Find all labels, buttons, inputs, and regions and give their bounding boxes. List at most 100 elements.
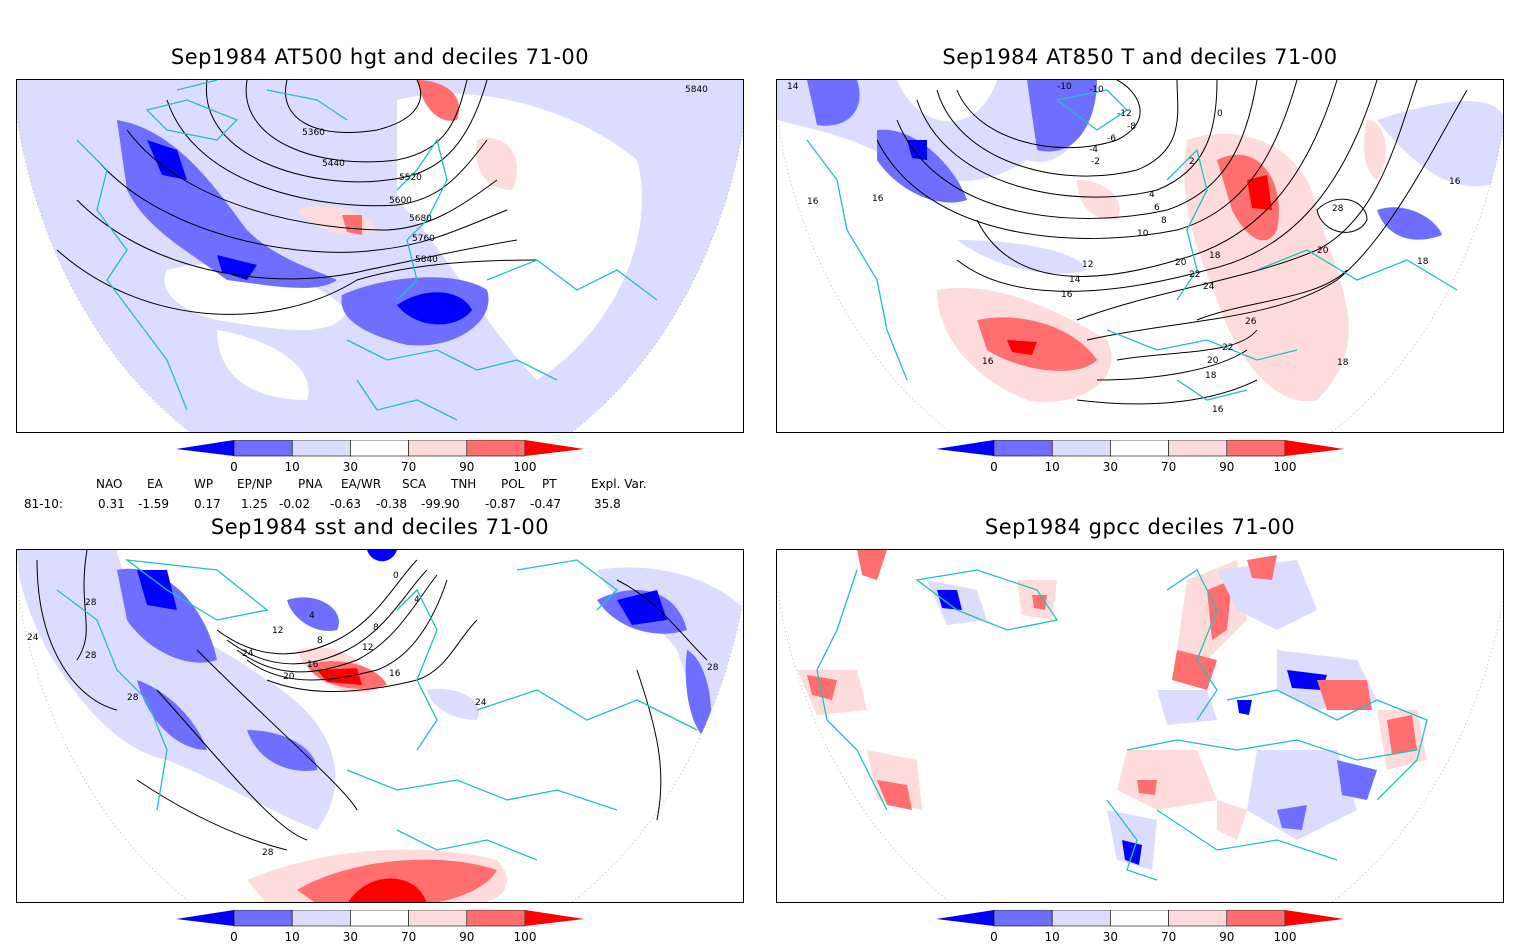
colorbar-tick-label: 90 bbox=[1219, 460, 1235, 474]
colorbar-arrow-high bbox=[1285, 440, 1344, 456]
colorbar-tick-label: 70 bbox=[1160, 930, 1177, 944]
colorbar-tick-label: 70 bbox=[400, 930, 417, 944]
contour-label: -10 bbox=[1057, 82, 1072, 92]
contour-label: 8 bbox=[317, 636, 323, 646]
index-row-label: 81-10: bbox=[24, 497, 63, 511]
colorbar-segment bbox=[1051, 440, 1111, 457]
contour-label: 28 bbox=[85, 651, 97, 661]
colorbar-segment bbox=[466, 910, 526, 927]
contour-label: 24 bbox=[242, 649, 254, 659]
colorbar-segment bbox=[1168, 910, 1228, 927]
contour-label: 28 bbox=[85, 598, 97, 608]
colorbar-segment bbox=[408, 910, 468, 927]
contour-label: 14 bbox=[787, 82, 799, 92]
contour-label: 4 bbox=[309, 611, 315, 621]
map-gpcc bbox=[777, 550, 1503, 902]
colorbar-tick-label: 30 bbox=[1102, 930, 1119, 944]
colorbar-3: 0 10 30 70 90 100 bbox=[176, 910, 586, 946]
colorbar-segment bbox=[1110, 440, 1169, 457]
colorbar-segment bbox=[233, 910, 293, 927]
index-header: SCA bbox=[402, 477, 427, 491]
contour-label: 5840 bbox=[685, 85, 708, 95]
contour-label: -12 bbox=[1117, 109, 1132, 119]
contour-label: 16 bbox=[389, 669, 401, 679]
colorbar-arrow-low bbox=[176, 910, 234, 926]
contour-label: 16 bbox=[872, 194, 884, 204]
contour-label: -6 bbox=[1107, 134, 1116, 144]
colorbar-tick-label: 10 bbox=[284, 460, 300, 474]
contour-label: 18 bbox=[1337, 358, 1349, 368]
colorbar-arrow-low bbox=[936, 440, 994, 456]
index-header: EA bbox=[147, 477, 163, 491]
map-sst: 28 24 28 28 12 8 4 16 20 24 12 8 4 0 16 … bbox=[17, 550, 743, 902]
colorbar-tick-label: 100 bbox=[1273, 460, 1297, 474]
index-value: 35.8 bbox=[594, 497, 621, 511]
colorbar-2: 0 10 30 70 90 100 bbox=[936, 440, 1346, 476]
colorbar-tick-label: 30 bbox=[342, 930, 359, 944]
contour-label: 22 bbox=[1222, 343, 1233, 353]
contour-label: 12 bbox=[1082, 260, 1093, 270]
colorbar-tick-label: 0 bbox=[230, 930, 238, 944]
colorbar-swatches bbox=[176, 440, 584, 457]
map-panel-850t: 14 -10 -10 -12 -8 -6 -4 -2 0 2 4 6 8 10 … bbox=[776, 79, 1504, 433]
index-header: TNH bbox=[451, 477, 477, 491]
index-header: EP/NP bbox=[237, 477, 273, 491]
colorbar-swatches bbox=[936, 910, 1344, 927]
contour-label: 5360 bbox=[302, 128, 325, 138]
colorbar-tick-label: 70 bbox=[1160, 460, 1177, 474]
coastlines bbox=[816, 569, 1428, 881]
colorbar-segment bbox=[1226, 440, 1286, 457]
index-value: 1.25 bbox=[241, 497, 268, 511]
contour-label: 12 bbox=[272, 626, 283, 636]
colorbar-tick-label: 30 bbox=[1102, 460, 1119, 474]
map-850t: 14 -10 -10 -12 -8 -6 -4 -2 0 2 4 6 8 10 … bbox=[777, 80, 1503, 432]
contour-label: 16 bbox=[807, 197, 819, 207]
contour-label: 16 bbox=[1212, 405, 1224, 415]
panel4-title: Sep1984 gpcc deciles 71-00 bbox=[984, 515, 1296, 539]
colorbar-tick-label: 90 bbox=[459, 460, 475, 474]
colorbar-arrow-high bbox=[525, 440, 584, 456]
colorbar-tick-label: 10 bbox=[284, 930, 300, 944]
colorbar-arrow-high bbox=[525, 910, 584, 926]
colorbar-segment bbox=[233, 440, 293, 457]
contour-label: 5520 bbox=[399, 173, 422, 183]
contour-labels: 28 24 28 28 12 8 4 16 20 24 12 8 4 0 16 … bbox=[27, 571, 719, 858]
precip-shading bbox=[797, 550, 1427, 870]
map-panel-sst: 28 24 28 28 12 8 4 16 20 24 12 8 4 0 16 … bbox=[16, 549, 744, 903]
sst-contours bbox=[36, 550, 708, 851]
panel1-title: Sep1984 AT500 hgt and deciles 71-00 bbox=[170, 45, 590, 69]
contour-label: -10 bbox=[1089, 85, 1104, 95]
map-panel-500hgt: 5360 5440 5520 5600 5680 5760 5840 5840 bbox=[16, 79, 744, 433]
colorbar-segment bbox=[993, 440, 1053, 457]
colorbar-tick-label: 100 bbox=[1273, 930, 1297, 944]
contour-label: 28 bbox=[707, 663, 719, 673]
contour-label: 6 bbox=[1154, 203, 1160, 213]
contour-label: 16 bbox=[307, 660, 319, 670]
index-value: -0.87 bbox=[485, 497, 517, 511]
colorbar-1: 0 10 30 70 90 100 bbox=[176, 440, 586, 476]
index-header: Expl. Var. bbox=[591, 477, 647, 491]
index-value: 0.17 bbox=[194, 497, 221, 511]
contour-label: 0 bbox=[393, 571, 399, 581]
index-header: PNA bbox=[298, 477, 323, 491]
index-value: -0.47 bbox=[530, 497, 562, 511]
contour-label: 20 bbox=[1317, 246, 1329, 256]
panel3-title: Sep1984 sst and deciles 71-00 bbox=[210, 515, 550, 539]
contour-labels: 14 -10 -10 -12 -8 -6 -4 -2 0 2 4 6 8 10 … bbox=[787, 82, 1461, 415]
colorbar-arrow-low bbox=[936, 910, 994, 926]
contour-label: 16 bbox=[982, 357, 994, 367]
contour-label: 10 bbox=[1137, 229, 1149, 239]
panel2-title: Sep1984 AT850 T and deciles 71-00 bbox=[942, 45, 1338, 69]
contour-label: 16 bbox=[1449, 177, 1461, 187]
colorbar-segment bbox=[1110, 910, 1169, 927]
contour-label: -4 bbox=[1089, 145, 1098, 155]
colorbar-tick-label: 90 bbox=[1219, 930, 1235, 944]
contour-label: -8 bbox=[1127, 122, 1136, 132]
colorbar-segment bbox=[1168, 440, 1228, 457]
index-header: NAO bbox=[96, 477, 123, 491]
coastlines bbox=[76, 80, 658, 421]
colorbar-tick-label: 100 bbox=[513, 460, 537, 474]
colorbar-segment bbox=[1226, 910, 1286, 927]
map-500hgt: 5360 5440 5520 5600 5680 5760 5840 5840 bbox=[17, 80, 743, 432]
contour-label: 16 bbox=[1061, 290, 1073, 300]
